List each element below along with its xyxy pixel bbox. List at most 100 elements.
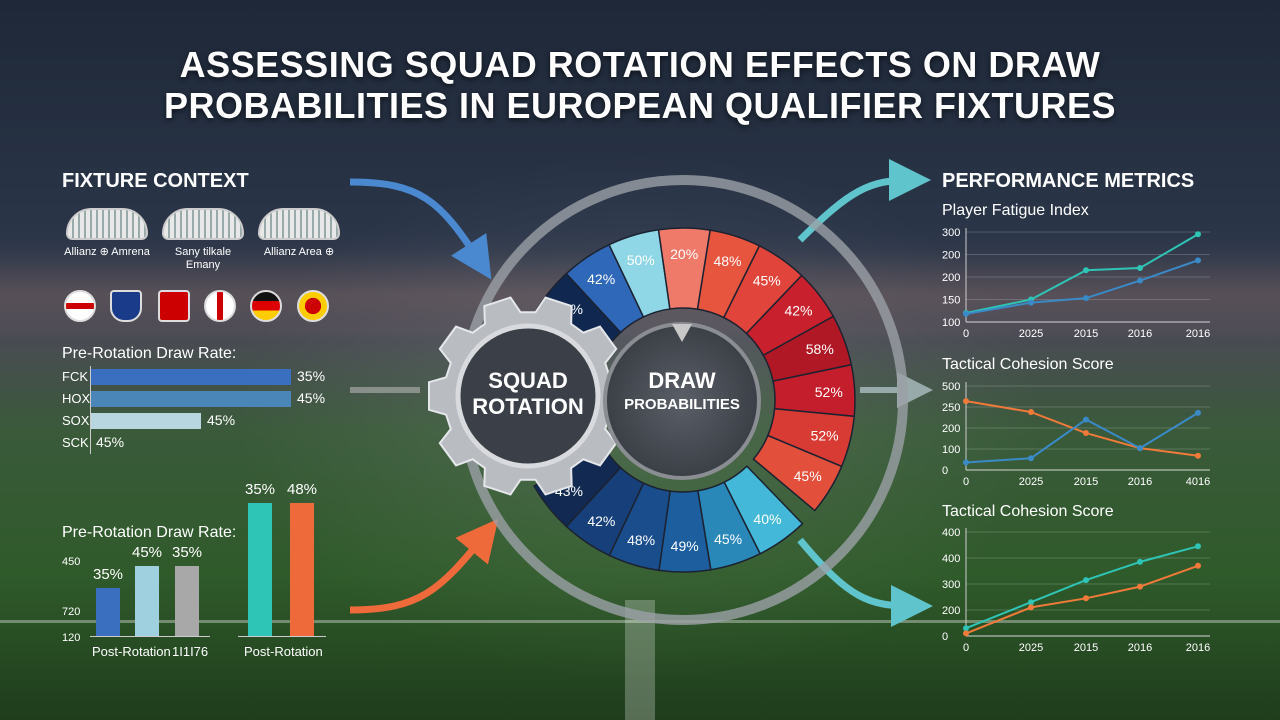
hbar-category-label: FCK [62, 369, 88, 384]
performance-metrics-heading: PERFORMANCE METRICS [942, 170, 1195, 192]
line-series-point [1028, 599, 1034, 606]
stadium-label-3: Allianz Area ⊕ [263, 246, 335, 258]
line-series-point [1195, 231, 1201, 238]
line-chart-y-tick: 100 [942, 317, 960, 329]
page-title: ASSESSING SQUAD ROTATION EFFECTS ON DRAW… [0, 44, 1280, 126]
line-chart-x-tick: 0 [963, 642, 969, 654]
arrow-teal-out-bottom [797, 537, 933, 627]
shield-crest-icon [110, 290, 142, 322]
line-series-point [1137, 277, 1143, 284]
line-chart-y-tick: 0 [942, 631, 948, 643]
vbar-baseline-1 [90, 636, 210, 637]
ring-segment-bottom [608, 482, 672, 572]
hbar-axis [90, 366, 91, 454]
vbar-y-tick: 450 [62, 556, 81, 568]
line-chart-y-tick: 200 [942, 423, 960, 435]
line-series-point [1137, 583, 1143, 590]
line-series-point [1195, 543, 1201, 550]
line-series-point [1083, 577, 1089, 584]
line-chart-x-tick: 2015 [1074, 328, 1098, 340]
line-chart-y-tick: 300 [942, 579, 960, 591]
vbar-value-label: 48% [286, 481, 318, 498]
gear-icon [428, 296, 628, 496]
line-series-point [963, 310, 969, 317]
ring-segment-top [752, 434, 843, 512]
ring-segment-bottom-label: 49% [671, 538, 699, 554]
vbar-bar [248, 503, 272, 636]
line-series-point [1137, 265, 1143, 271]
line-series [965, 233, 1199, 314]
line-chart-x-tick: 2016 [1128, 328, 1152, 340]
germany-flag-icon [250, 290, 282, 322]
ring-segment-bottom-label: 40% [753, 511, 781, 527]
line-series-point [1028, 455, 1034, 462]
line-chart-x-tick: 2025 [1019, 642, 1043, 654]
gear-label-line-1: SQUAD [488, 368, 568, 393]
ring-segment-bottom-label: 45% [714, 531, 742, 547]
vbar-y-tick: 720 [62, 606, 81, 618]
line-chart-y-tick: 200 [942, 605, 960, 617]
arrow-blue-in [349, 178, 492, 280]
line-chart-x-tick: 2025 [1019, 476, 1043, 488]
line-series-point [1083, 267, 1089, 274]
vbar-bar [175, 566, 199, 636]
vbar-bar [96, 588, 120, 636]
ring-segment-bottom [658, 489, 712, 573]
fixture-context-heading: FIXTURE CONTEXT [62, 170, 249, 192]
line-series-point [1195, 409, 1201, 416]
line-series-point [1028, 299, 1034, 306]
line-series-point [1195, 257, 1201, 264]
line-chart-y-tick: 150 [942, 295, 960, 307]
line-chart-2-title: Tactical Cohesion Score [942, 356, 1114, 373]
hbar-category-label: SOX [62, 413, 90, 428]
stadium-label-2: Sany tilkale Emany [174, 246, 232, 271]
spain-crest-icon [297, 290, 329, 322]
ring-segment-top-label: 52% [815, 384, 843, 400]
ring-segment-top-label: 42% [587, 271, 615, 287]
red-cross-flag-icon [204, 290, 236, 322]
line-series-point [1137, 445, 1143, 452]
draw-hub-label: DRAW PROBABILITIES [603, 368, 761, 413]
line-series-point [1195, 562, 1201, 569]
line-chart-y-tick: 0 [942, 465, 948, 477]
line-chart-y-tick: 500 [942, 381, 960, 393]
line-chart-x-tick: 0 [963, 328, 969, 340]
line-series-point [1195, 452, 1201, 459]
hbar-bar [91, 413, 201, 429]
line-chart-x-tick: 2016 [1186, 328, 1210, 340]
line-chart-y-tick: 200 [942, 272, 960, 284]
line-series-point [1083, 295, 1089, 302]
line-chart-x-tick: 2016 [1186, 642, 1210, 654]
hbar-bar [91, 391, 291, 407]
vbar-value-label: 45% [131, 544, 163, 561]
ring-segment-bottom [723, 465, 804, 555]
hbar-category-label: SCK [62, 435, 89, 450]
stadium-icon [258, 208, 340, 240]
eagle-crest-icon [158, 290, 190, 322]
gear-label: SQUAD ROTATION [448, 368, 608, 420]
line-chart-y-tick: 400 [942, 553, 960, 565]
line-chart-y-tick: 400 [942, 527, 960, 539]
ring-segment-top-label: 58% [806, 341, 834, 357]
ring-segment-top-label: 48% [713, 253, 741, 269]
vbar-x-label: Post-Rotation [92, 644, 171, 659]
ring-segment-top-label: 20% [670, 246, 698, 262]
line-series-point [1083, 595, 1089, 602]
hbar-value-label: 45% [96, 434, 125, 450]
ring-segment-bottom-label: 42% [587, 513, 615, 529]
line-series-point [1028, 604, 1034, 611]
draw-hub-line-2: PROBABILITIES [624, 396, 740, 413]
line-series [965, 545, 1199, 630]
ring-segment-top-label: 50% [627, 252, 655, 268]
title-line-2: PROBABILITIES IN EUROPEAN QUALIFIER FIXT… [163, 85, 1117, 126]
england-crest-icon [64, 290, 96, 322]
vbar-bar [135, 566, 159, 636]
ring-segment-bottom [697, 481, 762, 571]
draw-hub-line-1: DRAW [648, 368, 716, 393]
pitch-halfway-line [0, 620, 1280, 623]
line-chart-y-tick: 200 [942, 250, 960, 262]
vbar-x-label: Post-Rotation [244, 644, 323, 659]
stadium-1: Allianz ⊕ Amrena [52, 208, 162, 259]
line-chart-3-title: Tactical Cohesion Score [942, 503, 1114, 520]
